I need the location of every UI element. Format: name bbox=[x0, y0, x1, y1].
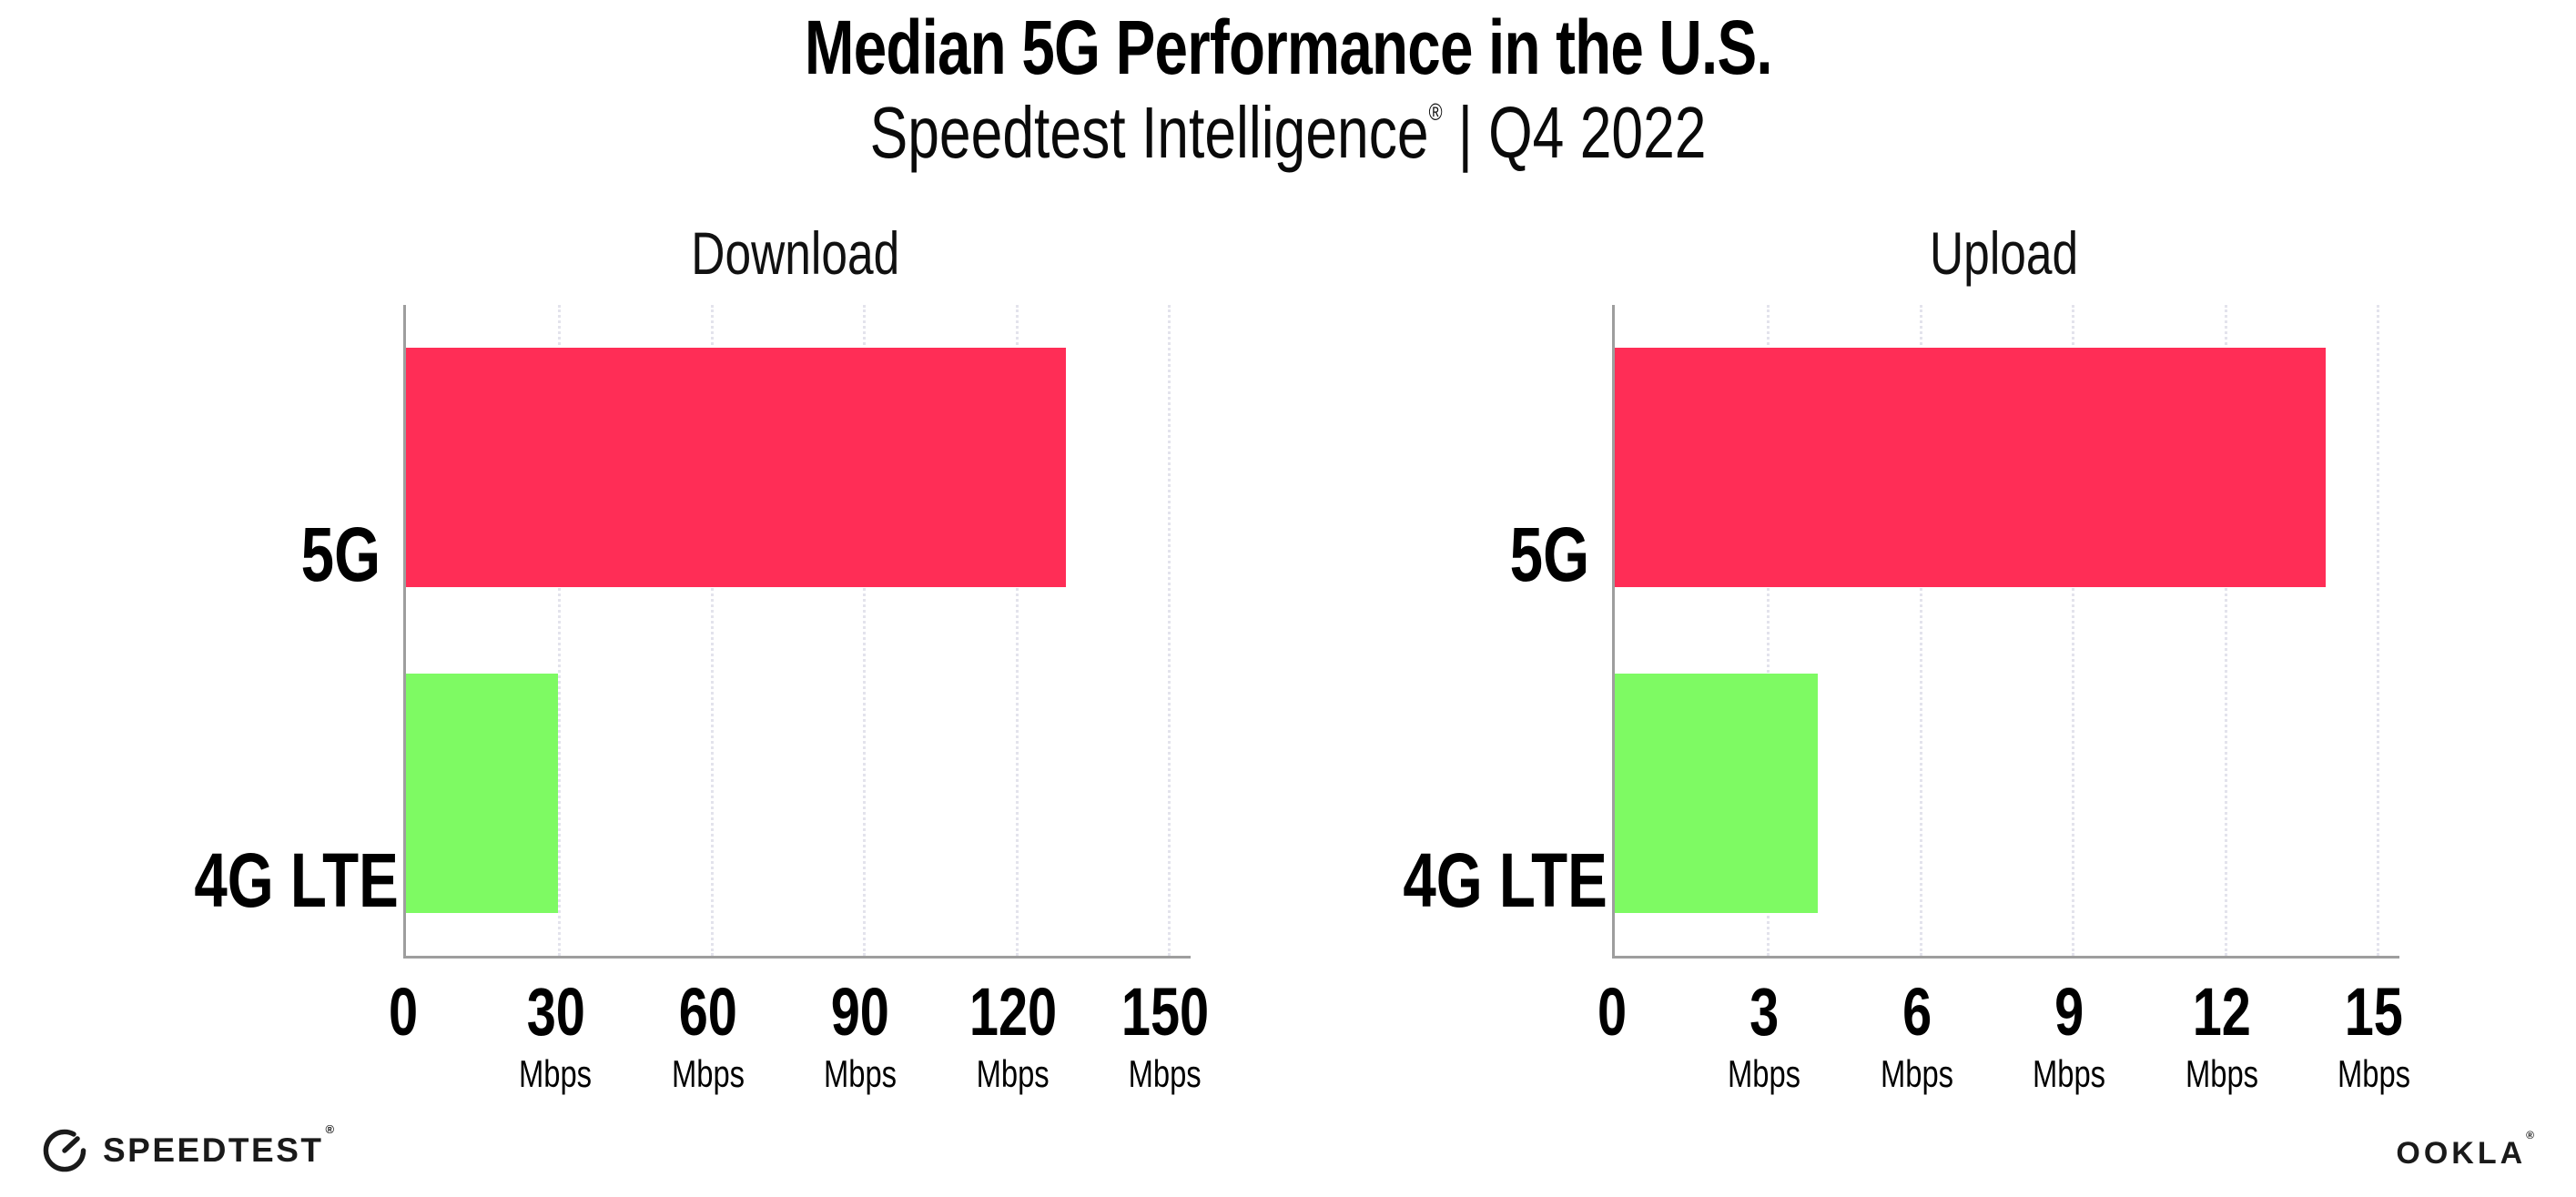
x-tick-0: 0 bbox=[384, 959, 421, 1046]
figure-title: Median 5G Performance in the U.S. bbox=[0, 7, 2576, 87]
speedtest-gauge-icon bbox=[43, 1129, 86, 1172]
x-tick-unit: Mbps bbox=[824, 1052, 898, 1095]
gridline-30 bbox=[558, 305, 562, 956]
plot-area-download bbox=[403, 305, 1191, 959]
x-tick-value: 90 bbox=[831, 974, 890, 1050]
gridline-3 bbox=[1767, 305, 1770, 956]
x-tick-value: 15 bbox=[2344, 974, 2404, 1050]
registered-trademark-mark: ® bbox=[1428, 98, 1443, 126]
x-tick-unit: Mbps bbox=[2185, 1052, 2258, 1095]
x-tick-unit: Mbps bbox=[671, 1052, 745, 1095]
x-tick-15: 15 Mbps bbox=[2328, 959, 2421, 1093]
x-tick-value: 6 bbox=[1902, 974, 1932, 1050]
x-tick-3: 3 Mbps bbox=[1718, 959, 1811, 1093]
figure-subtitle: Speedtest Intelligence® | Q4 2022 bbox=[0, 95, 2576, 171]
chart-title-upload: Upload bbox=[1930, 219, 2079, 287]
chart-upload: Upload 5G 4G LTE 0 3 Mbps 6 Mbps 9 Mbps 12 Mbps 1… bbox=[1345, 218, 2429, 1115]
x-tick-unit: Mbps bbox=[1728, 1052, 1801, 1095]
gridline-150 bbox=[1168, 305, 1171, 956]
x-tick-unit: Mbps bbox=[2033, 1052, 2106, 1095]
gridline-60 bbox=[710, 305, 714, 956]
x-tick-unit: Mbps bbox=[519, 1052, 593, 1095]
x-axis-upload: 0 3 Mbps 6 Mbps 9 Mbps 12 Mbps 15 Mbps bbox=[1597, 959, 2410, 1113]
gridline-6 bbox=[1919, 305, 1922, 956]
bar-5g-upload bbox=[1615, 348, 2327, 587]
gridline-15 bbox=[2377, 305, 2379, 956]
chart-download: Download 5G 4G LTE 0 30 Mbps 60 Mbps 90 Mbps 12… bbox=[137, 218, 1220, 1115]
x-tick-12: 12 Mbps bbox=[2175, 959, 2268, 1093]
figure-subtitle-text: Speedtest Intelligence® | Q4 2022 bbox=[870, 95, 1707, 171]
chart-title-download: Download bbox=[691, 219, 900, 287]
x-tick-9: 9 Mbps bbox=[2023, 959, 2116, 1093]
x-tick-value: 150 bbox=[1121, 974, 1210, 1050]
x-tick-6: 6 Mbps bbox=[1870, 959, 1963, 1093]
gridline-90 bbox=[863, 305, 867, 956]
x-tick-value: 9 bbox=[2054, 974, 2084, 1050]
x-tick-value: 0 bbox=[388, 974, 419, 1050]
ookla-registered-mark: ® bbox=[2526, 1129, 2538, 1141]
subtitle-period: Q4 2022 bbox=[1488, 92, 1707, 173]
category-label-4g-lte: 4G LTE bbox=[194, 837, 399, 923]
x-tick-0: 0 bbox=[1593, 959, 1630, 1046]
category-label-5g: 5G bbox=[300, 512, 380, 597]
x-tick-unit: Mbps bbox=[976, 1052, 1050, 1095]
speedtest-registered-mark: ® bbox=[325, 1122, 337, 1136]
x-tick-unit: Mbps bbox=[1880, 1052, 1953, 1095]
subtitle-divider: | bbox=[1457, 92, 1473, 173]
x-tick-120: 120 Mbps bbox=[957, 959, 1069, 1093]
x-tick-value: 30 bbox=[526, 974, 585, 1050]
x-tick-value: 12 bbox=[2192, 974, 2251, 1050]
gridline-12 bbox=[2224, 305, 2227, 956]
x-tick-90: 90 Mbps bbox=[814, 959, 908, 1093]
subtitle-brand: Speedtest Intelligence bbox=[869, 92, 1429, 173]
figure-title-text: Median 5G Performance in the U.S. bbox=[804, 5, 1773, 90]
x-tick-unit: Mbps bbox=[2337, 1052, 2411, 1095]
x-tick-value: 120 bbox=[969, 974, 1057, 1050]
x-tick-60: 60 Mbps bbox=[661, 959, 755, 1093]
ookla-logo: OOKLA® bbox=[2396, 1129, 2538, 1172]
bar-5g-download bbox=[406, 348, 1067, 587]
bar-4g-lte-upload bbox=[1615, 674, 1819, 913]
x-axis-download: 0 30 Mbps 60 Mbps 90 Mbps 120 Mbps 150 Mbps bbox=[389, 959, 1209, 1113]
gridline-9 bbox=[2072, 305, 2075, 956]
ookla-wordmark: OOKLA bbox=[2396, 1136, 2527, 1171]
x-tick-unit: Mbps bbox=[1128, 1052, 1202, 1095]
plot-area-upload bbox=[1612, 305, 2399, 959]
x-tick-value: 0 bbox=[1597, 974, 1628, 1050]
bar-4g-lte-download bbox=[406, 674, 559, 913]
x-tick-150: 150 Mbps bbox=[1109, 959, 1221, 1093]
category-label-4g-lte: 4G LTE bbox=[1403, 837, 1607, 923]
speedtest-wordmark: SPEEDTEST® bbox=[103, 1122, 337, 1169]
x-tick-value: 3 bbox=[1749, 974, 1780, 1050]
speedtest-logo: SPEEDTEST® bbox=[41, 1122, 337, 1174]
x-tick-30: 30 Mbps bbox=[509, 959, 603, 1093]
gridline-120 bbox=[1015, 305, 1019, 956]
x-tick-value: 60 bbox=[678, 974, 737, 1050]
category-label-5g: 5G bbox=[1509, 512, 1589, 597]
